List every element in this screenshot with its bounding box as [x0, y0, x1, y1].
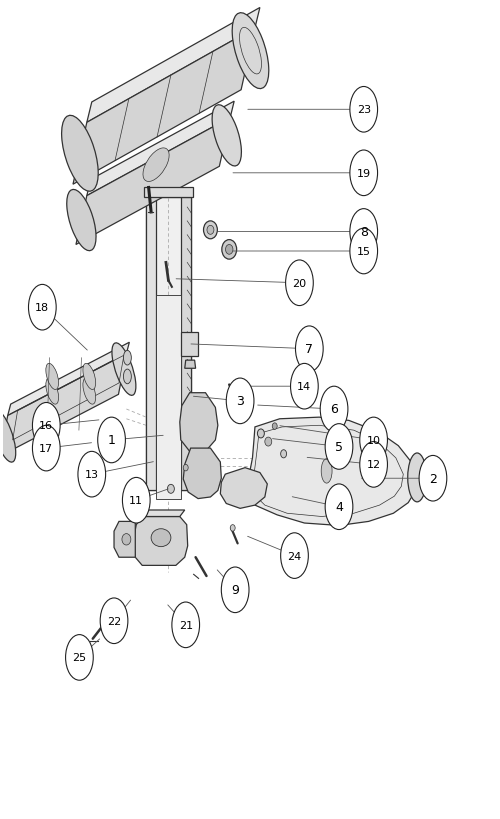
Circle shape: [32, 426, 60, 471]
Ellipse shape: [226, 245, 233, 255]
Polygon shape: [76, 118, 230, 245]
Polygon shape: [184, 360, 196, 369]
Text: 24: 24: [288, 551, 302, 561]
Polygon shape: [144, 188, 193, 198]
Text: 13: 13: [85, 469, 99, 480]
Ellipse shape: [265, 437, 272, 446]
Ellipse shape: [258, 429, 264, 438]
Text: 8: 8: [360, 226, 368, 238]
Circle shape: [28, 285, 56, 331]
Text: 19: 19: [356, 169, 371, 179]
Ellipse shape: [112, 343, 136, 396]
Ellipse shape: [232, 14, 269, 89]
Circle shape: [286, 260, 314, 306]
Text: 17: 17: [39, 444, 54, 454]
Circle shape: [98, 418, 126, 464]
Text: 9: 9: [231, 584, 239, 596]
Polygon shape: [8, 343, 130, 416]
Polygon shape: [0, 354, 126, 457]
Text: 20: 20: [292, 278, 306, 288]
Ellipse shape: [212, 106, 242, 167]
Text: 3: 3: [236, 395, 244, 408]
Polygon shape: [183, 449, 222, 499]
Circle shape: [419, 456, 447, 501]
Ellipse shape: [243, 405, 251, 414]
Polygon shape: [114, 522, 136, 558]
Circle shape: [122, 477, 150, 523]
Circle shape: [290, 364, 318, 410]
Text: 7: 7: [306, 343, 314, 355]
Circle shape: [350, 151, 378, 197]
Text: 15: 15: [356, 247, 370, 256]
Ellipse shape: [321, 459, 332, 483]
Ellipse shape: [0, 410, 16, 463]
Text: 16: 16: [40, 421, 54, 431]
Polygon shape: [134, 517, 188, 566]
Text: 5: 5: [335, 441, 343, 454]
Polygon shape: [146, 198, 190, 491]
Ellipse shape: [143, 149, 169, 183]
Text: 25: 25: [72, 653, 86, 663]
Ellipse shape: [62, 116, 98, 192]
Ellipse shape: [230, 525, 235, 532]
Circle shape: [222, 568, 249, 613]
Polygon shape: [73, 29, 255, 185]
Text: 22: 22: [107, 616, 121, 626]
Text: 11: 11: [130, 495, 143, 505]
Circle shape: [78, 452, 106, 497]
Circle shape: [226, 378, 254, 424]
Ellipse shape: [83, 364, 96, 390]
Circle shape: [32, 403, 60, 449]
Ellipse shape: [222, 240, 236, 260]
Ellipse shape: [408, 454, 426, 502]
Ellipse shape: [183, 465, 188, 471]
Ellipse shape: [67, 190, 96, 251]
Ellipse shape: [168, 485, 174, 494]
Text: 18: 18: [36, 303, 50, 313]
Text: 21: 21: [178, 620, 193, 630]
Ellipse shape: [46, 378, 58, 405]
Polygon shape: [248, 418, 418, 526]
Ellipse shape: [83, 378, 96, 405]
Circle shape: [360, 418, 388, 464]
Ellipse shape: [124, 351, 132, 365]
Polygon shape: [180, 393, 218, 452]
Ellipse shape: [207, 226, 214, 235]
Polygon shape: [142, 510, 184, 517]
Circle shape: [66, 635, 94, 681]
Ellipse shape: [204, 222, 218, 239]
Polygon shape: [181, 198, 190, 491]
Ellipse shape: [122, 534, 131, 545]
Polygon shape: [220, 468, 268, 509]
Ellipse shape: [46, 364, 58, 390]
Polygon shape: [87, 102, 234, 197]
Circle shape: [350, 229, 378, 274]
Circle shape: [360, 442, 388, 487]
Polygon shape: [181, 333, 198, 356]
Polygon shape: [87, 8, 260, 123]
Text: 6: 6: [330, 403, 338, 416]
Circle shape: [350, 210, 378, 255]
Text: 10: 10: [366, 436, 380, 446]
Polygon shape: [156, 296, 181, 499]
Ellipse shape: [151, 529, 171, 547]
Polygon shape: [146, 198, 156, 491]
Circle shape: [100, 598, 128, 644]
Text: 2: 2: [429, 472, 437, 485]
Text: 12: 12: [366, 459, 380, 470]
Ellipse shape: [272, 423, 277, 430]
Circle shape: [280, 533, 308, 579]
Circle shape: [320, 387, 348, 432]
Ellipse shape: [280, 450, 286, 459]
Text: 4: 4: [335, 500, 343, 514]
Circle shape: [172, 602, 200, 648]
Text: 23: 23: [356, 105, 371, 115]
Circle shape: [296, 327, 323, 372]
Ellipse shape: [124, 369, 132, 384]
Circle shape: [325, 484, 353, 530]
Text: 1: 1: [108, 434, 116, 447]
Circle shape: [325, 424, 353, 469]
Text: 14: 14: [298, 382, 312, 391]
Circle shape: [350, 88, 378, 133]
